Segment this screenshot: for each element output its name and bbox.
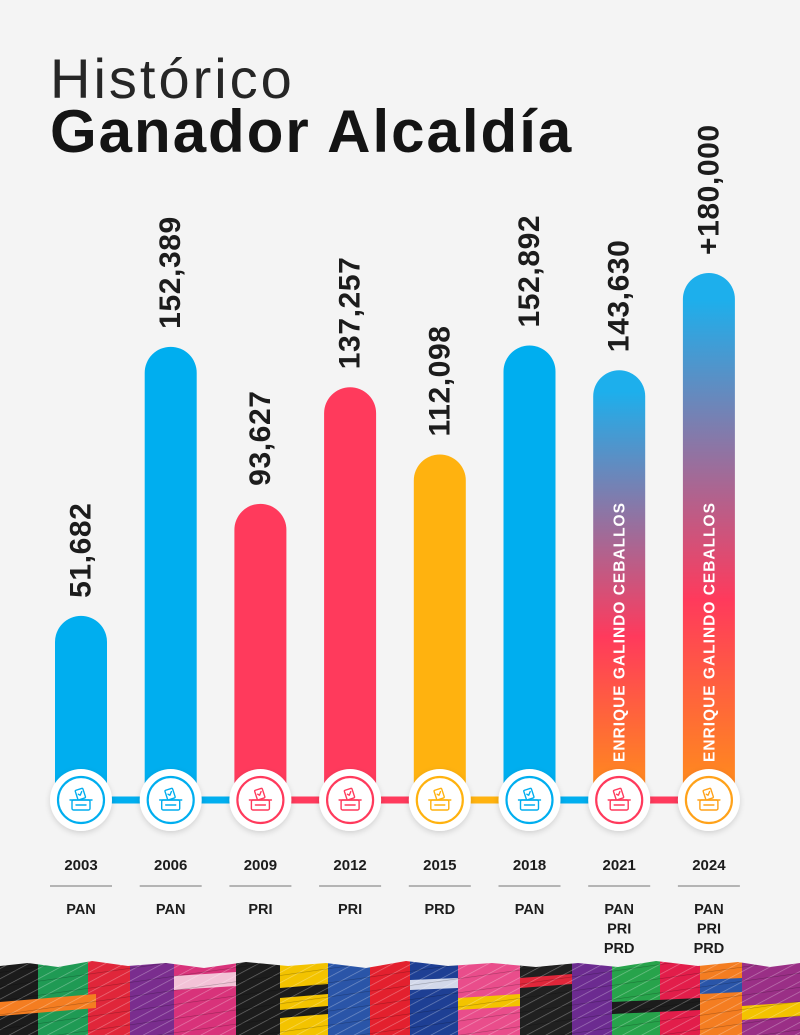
ballot-marker-2012 — [319, 769, 382, 831]
bar-2021 — [593, 370, 646, 800]
party-label: PRD — [694, 941, 725, 957]
party-label: PAN — [604, 902, 634, 918]
ballot-marker-2018 — [498, 769, 561, 831]
bar-2012 — [324, 387, 377, 800]
ballot-paper — [164, 787, 176, 801]
ballot-check-mark — [436, 790, 442, 796]
candidate-name: ENRIQUE GALINDO CEBALLOS — [612, 502, 629, 762]
party-label: PRI — [607, 922, 631, 938]
textile-threads — [0, 961, 800, 1035]
ballot-marker-2003 — [50, 769, 112, 831]
party-label: PAN — [66, 902, 96, 918]
year-label: 2009 — [244, 857, 277, 874]
party-label: PRD — [604, 941, 635, 957]
party-label: PRI — [338, 902, 362, 918]
candidate-name: ENRIQUE GALINDO CEBALLOS — [701, 502, 718, 762]
bar-2015 — [413, 454, 466, 800]
chart-subtitle: Ganador Alcaldía — [50, 98, 573, 165]
chart-labels: 51,682 152,389 93,627 137,257 112,098 152,892… — [50, 124, 740, 957]
bar-2009 — [234, 503, 287, 800]
ballot-box-icon — [248, 787, 273, 811]
ballot-check-mark — [167, 790, 173, 796]
ballot-markers — [50, 769, 740, 831]
ballot-box-icon — [428, 787, 452, 811]
textile-weave — [0, 961, 800, 1035]
chart-title: Histórico — [50, 47, 295, 110]
ballot-box-icon — [338, 787, 362, 811]
value-label: 137,257 — [334, 257, 367, 370]
party-label: PAN — [694, 902, 724, 918]
year-label: 2015 — [423, 857, 456, 874]
winners-chart: Histórico Ganador Alcaldía 51,682 152,389… — [50, 47, 740, 957]
bar-2024 — [682, 273, 735, 800]
party-label: PAN — [156, 902, 186, 918]
value-label: 152,389 — [154, 216, 187, 329]
year-label: 2021 — [603, 857, 636, 874]
party-label: PRI — [248, 902, 272, 918]
ballot-box-icon — [607, 787, 631, 811]
year-label: 2006 — [154, 857, 187, 874]
ballot-paper — [523, 787, 535, 801]
ballot-paper — [343, 787, 356, 801]
party-label: PRI — [697, 922, 721, 938]
ballot-check-mark — [346, 790, 352, 796]
value-label: +180,000 — [692, 124, 725, 255]
bars — [55, 273, 735, 800]
decorative-textile-band — [0, 961, 800, 1035]
year-label: 2024 — [692, 857, 726, 874]
party-label: PRD — [424, 902, 455, 918]
value-label: 51,682 — [65, 503, 98, 598]
year-label: 2012 — [333, 857, 366, 874]
party-label: PAN — [515, 902, 545, 918]
ballot-box-icon — [69, 787, 93, 811]
value-label: 143,630 — [603, 240, 636, 353]
year-label: 2003 — [64, 857, 97, 874]
ballot-paper — [74, 787, 87, 801]
ballot-paper — [702, 787, 715, 801]
bar-2003 — [55, 615, 107, 800]
value-label: 93,627 — [244, 390, 277, 485]
ballot-marker-2015 — [408, 769, 471, 831]
ballot-check-mark — [77, 790, 83, 796]
bar-2006 — [144, 346, 197, 800]
ballot-paper — [433, 787, 445, 801]
ballot-marker-2021 — [588, 769, 651, 831]
ballot-paper — [612, 787, 625, 801]
ballot-check-mark — [257, 790, 262, 796]
ballot-marker-2024 — [677, 769, 740, 831]
ballot-marker-2009 — [229, 769, 292, 831]
ballot-box-icon — [517, 787, 542, 811]
ballot-marker-2006 — [139, 769, 202, 831]
ballot-check-mark — [705, 790, 711, 796]
year-label: 2018 — [513, 857, 546, 874]
ballot-check-mark — [615, 790, 621, 796]
bar-2018 — [503, 345, 556, 800]
ballot-box-icon — [697, 787, 721, 811]
ballot-paper — [253, 787, 266, 801]
ballot-check-mark — [526, 790, 531, 796]
value-label: 152,892 — [513, 215, 546, 328]
ballot-box-icon — [158, 787, 183, 811]
value-label: 112,098 — [423, 325, 456, 436]
